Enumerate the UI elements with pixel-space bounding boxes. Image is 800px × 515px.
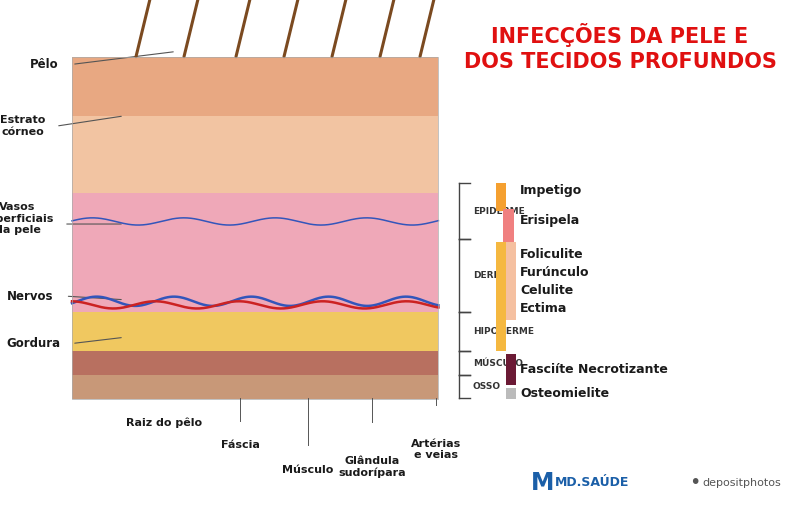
Text: INFECÇÕES DA PELE E: INFECÇÕES DA PELE E: [491, 23, 749, 47]
Text: Vasos
superficiais
da pele: Vasos superficiais da pele: [0, 202, 54, 235]
Text: Fáscia: Fáscia: [221, 440, 259, 450]
Text: depositphotos: depositphotos: [702, 477, 781, 488]
Text: Impetigo: Impetigo: [520, 184, 582, 197]
Text: Estrato
córneo: Estrato córneo: [0, 115, 45, 137]
Text: Raiz do pêlo: Raiz do pêlo: [126, 417, 202, 427]
Text: Glândula
sudorípara: Glândula sudorípara: [338, 456, 406, 478]
Text: OSSO: OSSO: [473, 382, 501, 391]
Text: Erisipela: Erisipela: [520, 214, 580, 227]
Bar: [496, 242, 506, 351]
Text: M: M: [530, 471, 554, 494]
Text: DOS TECIDOS PROFUNDOS: DOS TECIDOS PROFUNDOS: [463, 52, 777, 72]
Bar: [503, 209, 514, 245]
Text: Gordura: Gordura: [6, 337, 61, 350]
Text: Nervos: Nervos: [7, 289, 54, 303]
Text: •: •: [689, 473, 700, 492]
Bar: [506, 242, 516, 320]
Text: Osteomielite: Osteomielite: [520, 387, 609, 400]
Text: DERME: DERME: [473, 271, 509, 280]
Text: Artérias
e veias: Artérias e veias: [411, 439, 461, 460]
Bar: [72, 193, 438, 312]
Text: MÚSCULO: MÚSCULO: [473, 358, 523, 368]
Text: HIPODERME: HIPODERME: [473, 327, 534, 336]
Bar: [72, 57, 438, 116]
Text: Fasciíte Necrotizante: Fasciíte Necrotizante: [520, 363, 668, 376]
Text: Pêlo: Pêlo: [30, 58, 58, 71]
Text: MD.SAÚDE: MD.SAÚDE: [554, 476, 629, 489]
Bar: [72, 375, 438, 399]
Text: EPIDERME: EPIDERME: [473, 207, 525, 216]
Bar: [72, 351, 438, 375]
Bar: [506, 354, 516, 385]
Bar: [506, 388, 516, 399]
Bar: [72, 312, 438, 351]
Bar: [72, 57, 438, 399]
Bar: [72, 57, 438, 193]
Text: Foliculite
Furúnculo
Celulite
Ectima: Foliculite Furúnculo Celulite Ectima: [520, 248, 590, 315]
Text: Músculo: Músculo: [282, 465, 334, 474]
Bar: [496, 183, 506, 211]
